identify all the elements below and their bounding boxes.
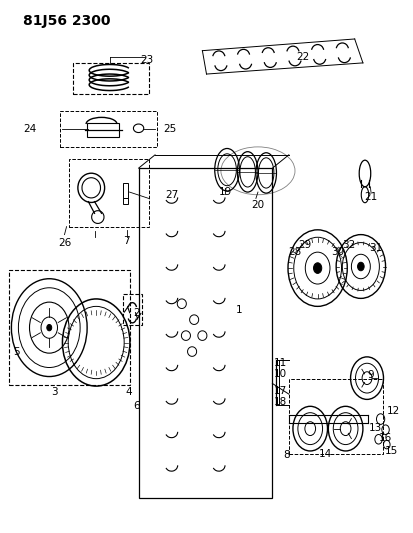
Text: 16: 16: [379, 433, 392, 443]
Text: 18: 18: [274, 397, 287, 407]
Bar: [123, 294, 142, 325]
Text: 25: 25: [163, 124, 176, 134]
Circle shape: [47, 325, 52, 331]
Text: 21: 21: [365, 192, 378, 203]
Text: 31: 31: [370, 243, 383, 253]
Text: 14: 14: [319, 449, 332, 458]
Text: 13: 13: [369, 423, 382, 433]
Text: 3: 3: [51, 387, 57, 397]
Bar: [87, 124, 119, 138]
Circle shape: [313, 263, 322, 273]
Bar: [69, 159, 149, 227]
Text: 4: 4: [125, 387, 132, 397]
Text: 26: 26: [58, 238, 71, 248]
Text: 9: 9: [368, 370, 375, 381]
Text: 15: 15: [385, 446, 399, 456]
Text: 11: 11: [274, 358, 287, 368]
Bar: [123, 198, 128, 204]
Text: 32: 32: [342, 240, 355, 250]
Bar: [60, 111, 157, 147]
Text: 7: 7: [123, 236, 130, 246]
Text: 19: 19: [218, 187, 232, 197]
Bar: [9, 270, 131, 384]
Text: 28: 28: [288, 247, 301, 257]
Text: 17: 17: [274, 386, 287, 397]
Text: 10: 10: [274, 369, 287, 379]
Text: 81J56 2300: 81J56 2300: [23, 14, 111, 28]
Bar: [123, 182, 128, 198]
Text: 27: 27: [165, 190, 178, 200]
Text: 29: 29: [299, 240, 312, 250]
Bar: [289, 379, 384, 454]
Bar: [139, 168, 272, 498]
Text: 24: 24: [23, 124, 36, 134]
Text: 1: 1: [236, 305, 243, 315]
Text: 8: 8: [283, 450, 290, 460]
Text: 6: 6: [133, 401, 140, 411]
Text: 23: 23: [140, 55, 154, 65]
Text: 12: 12: [387, 406, 401, 416]
Bar: [73, 63, 149, 94]
Text: 22: 22: [297, 52, 310, 61]
Text: 5: 5: [13, 346, 20, 357]
Circle shape: [358, 262, 364, 271]
Text: 20: 20: [252, 200, 264, 211]
Text: 30: 30: [332, 247, 345, 257]
Text: 2: 2: [133, 308, 140, 318]
